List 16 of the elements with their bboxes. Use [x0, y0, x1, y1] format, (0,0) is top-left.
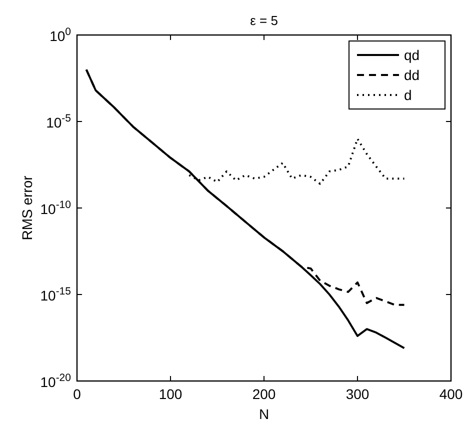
legend-label: d: [404, 87, 412, 103]
x-tick-label: 400: [439, 386, 463, 402]
y-axis-title: RMS error: [19, 175, 35, 240]
y-tick-label: 10$^{-20}$: [40, 372, 72, 390]
legend-label: dd: [404, 67, 420, 83]
y-tick-label: 10$^{-15}$: [40, 286, 72, 304]
x-tick-label: 100: [158, 386, 182, 402]
x-tick-label: 300: [346, 386, 370, 402]
chart-title: ε = 5: [250, 13, 278, 28]
x-tick-label: 200: [252, 386, 276, 402]
x-tick-label: 0: [73, 386, 82, 402]
y-tick-label: 10$^{-10}$: [40, 199, 72, 217]
y-tick-label: 10$^{-5}$: [46, 112, 72, 130]
legend-label: qd: [404, 47, 420, 63]
y-tick-label: 10$^{0}$: [50, 26, 72, 44]
x-axis-title: N: [258, 406, 270, 422]
